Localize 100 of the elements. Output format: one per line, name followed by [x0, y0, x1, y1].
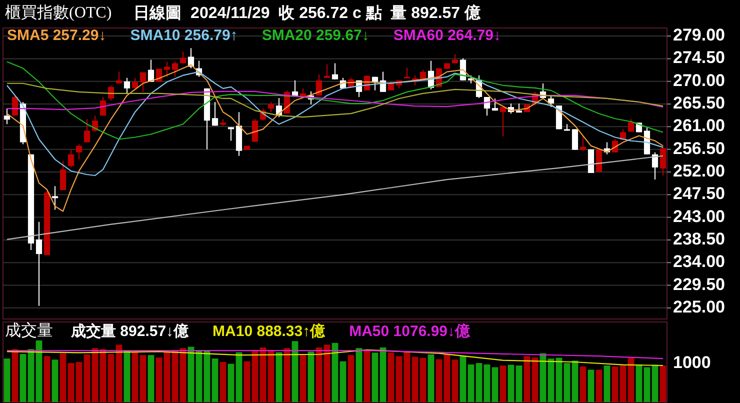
bar: [284, 348, 290, 402]
candlestick: [68, 148, 74, 168]
bar: [292, 341, 298, 402]
bar: [36, 340, 42, 402]
candlestick: [404, 67, 410, 79]
candlestick: [84, 118, 90, 143]
candlestick: [164, 61, 170, 78]
bar: [4, 358, 10, 402]
line-series: [6, 61, 664, 140]
y-tick-label: 225.00: [673, 297, 725, 316]
bar: [252, 350, 258, 402]
bar: [12, 349, 18, 402]
candlestick: [60, 160, 66, 191]
bar: [372, 352, 378, 402]
bar: [44, 356, 50, 402]
bar: [84, 354, 90, 402]
candlestick: [548, 94, 554, 108]
bar: [340, 361, 346, 402]
bar: [188, 346, 194, 402]
bar: [108, 354, 114, 402]
bar: [132, 352, 138, 402]
bar: [580, 366, 586, 402]
bar: [628, 358, 634, 402]
y-tick-label: 238.50: [673, 229, 725, 248]
bar: [404, 352, 410, 402]
y-tick-label: 247.50: [673, 184, 725, 204]
bar: [196, 350, 202, 402]
candlestick: [268, 102, 274, 113]
bar: [260, 347, 266, 402]
bar: [100, 349, 106, 402]
bar: [156, 358, 162, 402]
candlestick: [124, 77, 130, 94]
candlestick: [252, 118, 258, 142]
bar: [652, 364, 658, 402]
bar: [388, 352, 394, 402]
bar: [324, 344, 330, 402]
bar: [508, 364, 514, 402]
bar: [500, 366, 506, 402]
candlestick: [76, 144, 82, 160]
bar: [268, 350, 274, 402]
chart-title: 櫃買指數(OTC): [5, 4, 112, 22]
bar: [316, 347, 322, 402]
bar: [460, 356, 466, 402]
bar: [548, 358, 554, 402]
bar: [180, 348, 186, 402]
bar: [524, 356, 530, 402]
bar: [364, 350, 370, 402]
bar: [28, 349, 34, 402]
bar: [492, 367, 498, 402]
bar: [20, 354, 26, 402]
candlestick: [332, 62, 338, 80]
chart-subtitle: 日線圖 2024/11/29 收 256.72 c 點 量 892.57 億: [134, 4, 482, 22]
bar: [604, 366, 610, 402]
candlestick: [372, 76, 378, 91]
bar: [220, 362, 226, 402]
bar: [484, 364, 490, 402]
bar: [124, 350, 130, 402]
bar: [76, 362, 82, 402]
y-tick-label: 279.00: [673, 26, 725, 45]
candlestick: [100, 96, 106, 116]
candlestick: [316, 74, 322, 96]
candlestick: [324, 64, 330, 78]
candlestick: [212, 102, 218, 126]
bar: [92, 348, 98, 402]
chart-title: 成交量: [5, 322, 53, 340]
text: SMA5 257.29↓: [7, 26, 106, 44]
candlestick: [572, 128, 578, 150]
bar: [308, 352, 314, 402]
text: 1000: [673, 353, 711, 372]
bar: [348, 355, 354, 402]
candlestick: [188, 48, 194, 69]
text: SMA10 256.79↑: [130, 26, 238, 44]
bar: [68, 363, 74, 402]
bar: [60, 353, 66, 402]
bar: [436, 359, 442, 402]
bar: [52, 360, 58, 402]
candlestick: [132, 77, 138, 89]
bar: [596, 370, 602, 402]
bar: [516, 366, 522, 402]
candlestick: [36, 221, 42, 306]
text: SMA60 264.79↓: [393, 26, 501, 44]
bar: [332, 342, 338, 402]
candlestick: [500, 106, 506, 137]
y-tick-label: 252.00: [673, 161, 725, 180]
candlestick: [228, 126, 234, 142]
bar: [644, 367, 650, 402]
bar: [428, 354, 434, 402]
bar: [148, 355, 154, 402]
y-tick-label: 265.50: [673, 94, 725, 113]
y-tick-label: 229.50: [673, 274, 725, 294]
bar: [172, 350, 178, 402]
candlestick: [628, 118, 634, 132]
bar: [396, 356, 402, 402]
bar: [452, 360, 458, 402]
bar: [444, 354, 450, 402]
bar: [468, 364, 474, 402]
y-tick-label: 270.00: [673, 70, 725, 90]
y-tick-label: 261.00: [673, 116, 725, 136]
candlestick: [116, 71, 122, 84]
line-series: [6, 90, 664, 110]
